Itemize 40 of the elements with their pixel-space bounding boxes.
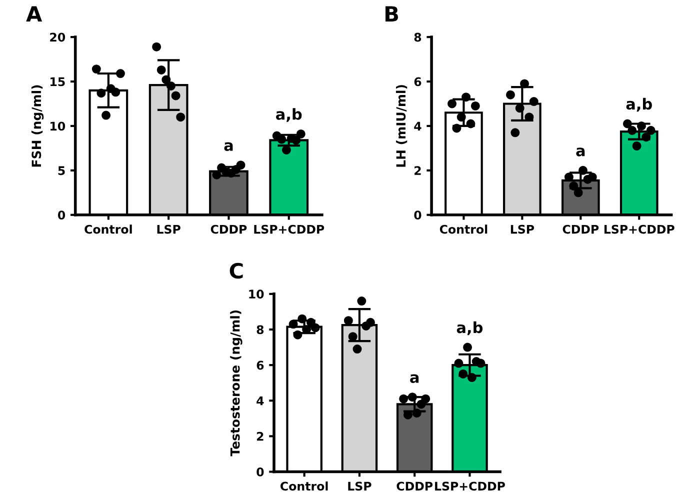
y-tick-label: 5 — [58, 166, 65, 176]
x-tick-label: Control — [280, 481, 328, 491]
chart-title: C — [230, 262, 243, 279]
x-tick-label: CDDP — [396, 482, 433, 491]
annotation: a — [224, 142, 233, 152]
y-tick-label: 4 — [256, 396, 264, 406]
y-tick-label: 0 — [256, 467, 264, 476]
x-tick-label: LSP — [348, 482, 372, 491]
y-tick-label: 0 — [414, 210, 422, 220]
x-tick-label: CDDP — [210, 224, 247, 234]
x-tick-label: CDDP — [562, 224, 599, 234]
y-axis-title: LH (mIU/ml) — [396, 85, 408, 167]
y-axis-title: Testosterone (ng/ml) — [230, 310, 242, 456]
annotation: a,b — [626, 98, 652, 112]
y-tick-label: 20 — [50, 32, 66, 42]
y-tick-label: 6 — [256, 360, 264, 370]
y-tick-label: 15 — [50, 77, 65, 86]
y-tick-label: 8 — [256, 325, 264, 334]
chart-title: B — [386, 6, 398, 22]
y-tick-label: 6 — [414, 77, 422, 86]
y-tick-label: 10 — [249, 290, 264, 299]
annotation: a — [410, 374, 419, 384]
x-tick-label: LSP — [157, 224, 180, 234]
x-tick-label: Control — [84, 224, 132, 234]
x-tick-label: LSP+CDDP — [435, 482, 505, 491]
annotation: a — [576, 148, 585, 156]
y-tick-label: 2 — [256, 432, 264, 441]
y-tick-label: 0 — [58, 210, 66, 220]
y-axis-title: FSH (ng/ml) — [31, 85, 44, 167]
x-tick-label: LSP+CDDP — [604, 224, 674, 234]
y-tick-label: 10 — [50, 122, 66, 131]
annotation: a,b — [456, 321, 483, 336]
annotation: a,b — [276, 108, 302, 122]
x-tick-label: LSP+CDDP — [254, 224, 324, 234]
x-tick-label: LSP — [510, 224, 534, 234]
chart-title: A — [26, 6, 42, 22]
x-tick-label: Control — [440, 224, 488, 234]
y-tick-label: 2 — [414, 166, 421, 175]
y-tick-label: 8 — [414, 32, 422, 42]
y-tick-label: 4 — [414, 122, 422, 130]
